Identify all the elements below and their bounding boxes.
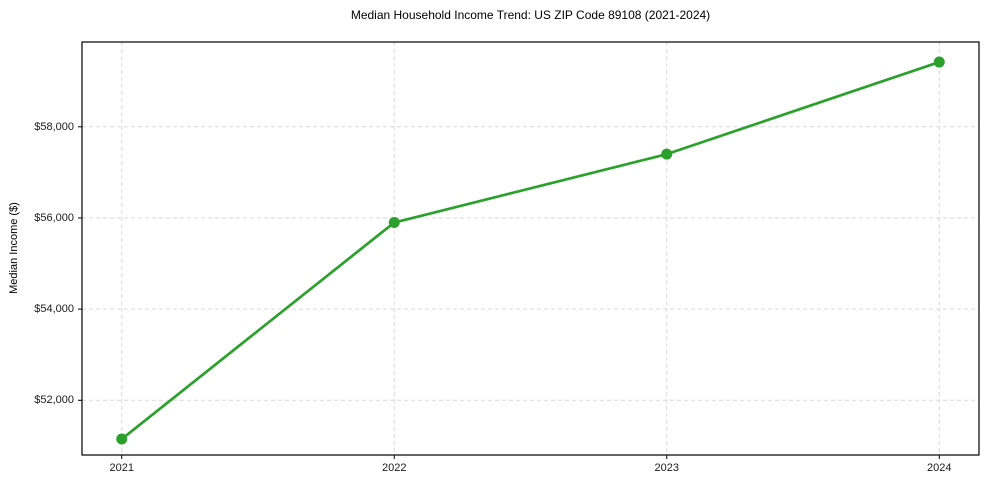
- y-tick-label: $56,000: [34, 211, 74, 224]
- y-tick-label: $58,000: [34, 120, 74, 133]
- data-point-marker: [388, 217, 400, 229]
- chart-title: Median Household Income Trend: US ZIP Co…: [350, 8, 711, 22]
- data-point-marker: [661, 148, 673, 160]
- data-point-marker: [116, 433, 128, 445]
- data-point-marker: [933, 56, 945, 68]
- y-tick-label: $52,000: [34, 394, 74, 407]
- y-tick-label: $54,000: [34, 303, 74, 316]
- trend-line: [120, 60, 941, 441]
- plot-border: [81, 41, 980, 456]
- x-tick-label: 2024: [927, 462, 952, 474]
- x-tick-label: 2023: [654, 462, 679, 474]
- x-tick-label: 2021: [109, 462, 134, 474]
- x-tick-label: 2022: [381, 462, 407, 474]
